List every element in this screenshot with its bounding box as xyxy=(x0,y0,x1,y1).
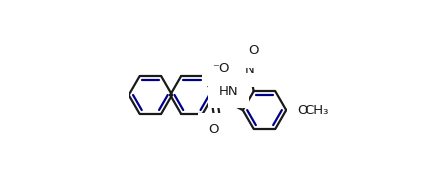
Text: O: O xyxy=(208,123,219,136)
Text: CH₃: CH₃ xyxy=(304,104,328,117)
Text: +: + xyxy=(255,58,262,67)
Text: O: O xyxy=(248,44,259,57)
Text: O: O xyxy=(297,104,308,117)
Text: HN: HN xyxy=(219,85,238,98)
Text: ⁻O: ⁻O xyxy=(213,62,230,75)
Text: N: N xyxy=(245,63,255,76)
